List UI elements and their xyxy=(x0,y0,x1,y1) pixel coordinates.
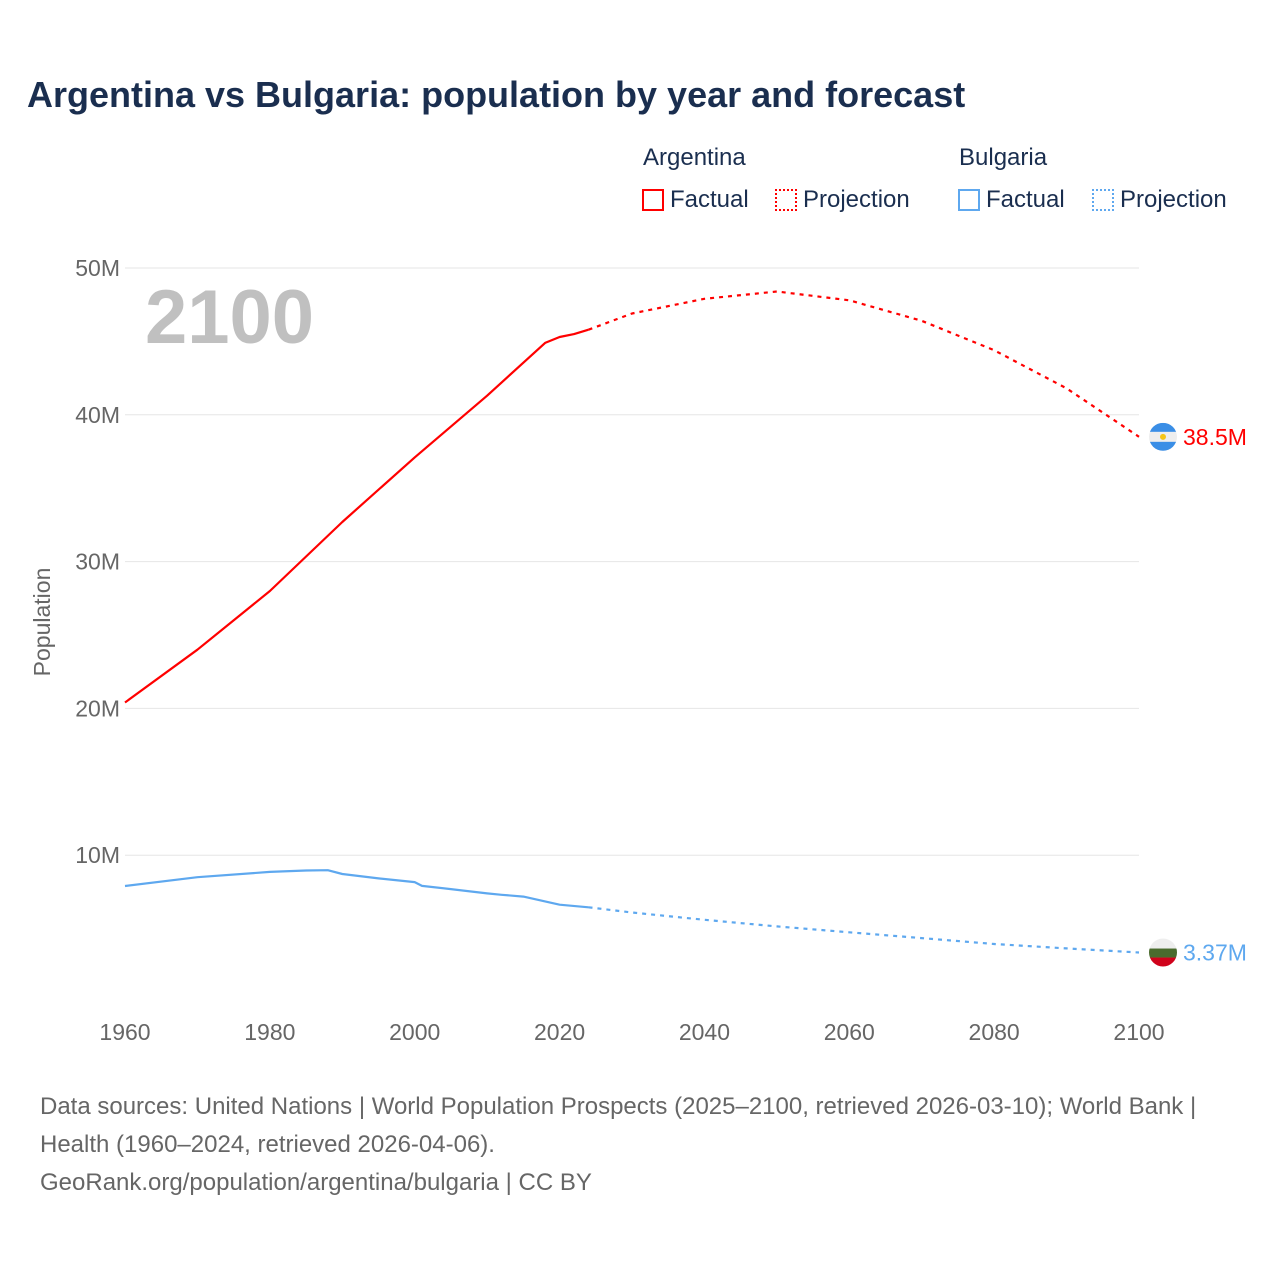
x-tick-label: 1960 xyxy=(99,1019,150,1045)
legend-label: Factual xyxy=(670,186,749,213)
y-tick-label: 40M xyxy=(75,402,120,428)
x-tick-label: 2000 xyxy=(389,1019,440,1045)
x-tick-label: 2080 xyxy=(969,1019,1020,1045)
y-tick-label: 10M xyxy=(75,842,120,868)
legend-bulgaria-header: Bulgaria xyxy=(959,144,1048,171)
y-axis-label: Population xyxy=(29,568,55,677)
argentina-end-label: 38.5M xyxy=(1183,424,1247,450)
x-tick-label: 1980 xyxy=(244,1019,295,1045)
year-watermark: 2100 xyxy=(145,275,314,360)
x-tick-label: 2100 xyxy=(1113,1019,1164,1045)
bulgaria-projection-line xyxy=(588,906,1140,954)
argentina-flag-icon xyxy=(1149,422,1177,451)
legend-swatch-solid xyxy=(958,189,980,211)
bulgaria-end-label: 3.37M xyxy=(1183,940,1247,966)
argentina-factual-line xyxy=(124,328,589,704)
legend-argentina-projection[interactable]: Projection xyxy=(775,186,910,214)
legend-swatch-dotted xyxy=(775,189,797,211)
chart-title: Argentina vs Bulgaria: population by yea… xyxy=(27,74,966,115)
x-tick-label: 2060 xyxy=(824,1019,875,1045)
bulgaria-flag-icon xyxy=(1149,938,1177,967)
source-note: Data sources: United Nations | World Pop… xyxy=(40,1088,1240,1202)
legend-argentina-factual[interactable]: Factual xyxy=(642,186,749,214)
x-tick-label: 2040 xyxy=(679,1019,730,1045)
source-text: Data sources: United Nations | World Pop… xyxy=(40,1093,1197,1158)
y-tick-label: 30M xyxy=(75,549,120,575)
x-tick-label: 2020 xyxy=(534,1019,585,1045)
plot-area: 2100 Population 10M 20M 30M 40M 50M 1960 1980 2… xyxy=(29,255,1247,1045)
legend-bulgaria-factual[interactable]: Factual xyxy=(958,186,1065,214)
y-tick-label: 50M xyxy=(75,255,120,281)
legend-label: Factual xyxy=(986,186,1065,213)
y-tick-label: 20M xyxy=(75,695,120,721)
legend-label: Projection xyxy=(803,186,910,213)
bulgaria-factual-line xyxy=(124,869,589,909)
legend-label: Projection xyxy=(1120,186,1227,213)
legend-argentina-header: Argentina xyxy=(643,144,746,171)
legend-swatch-solid xyxy=(642,189,664,211)
source-link[interactable]: GeoRank.org/population/argentina/bulgari… xyxy=(40,1169,592,1196)
legend-bulgaria-projection[interactable]: Projection xyxy=(1092,186,1227,214)
legend-swatch-dotted xyxy=(1092,189,1114,211)
